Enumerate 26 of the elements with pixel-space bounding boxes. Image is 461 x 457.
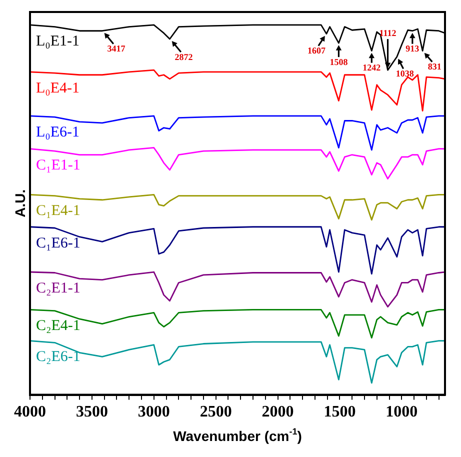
x-tick-label: 1500 [324,404,356,421]
legend-label: L₀E1-1 [36,33,80,50]
series-label: C₁E1-1 [36,157,80,174]
x-tick-label: 3000 [138,404,170,421]
x-tick-label: 2500 [200,404,232,421]
annotation: 1508 [330,56,348,67]
annotation: 1038 [396,68,414,79]
series-label: C₂E6-1 [36,349,80,366]
annotation: 1242 [362,62,382,73]
series-label: C₁E6-1 [36,235,80,252]
annotation: 2872 [174,52,194,62]
annotation: 831 [428,62,442,72]
series-label: C₂E1-1 [36,280,80,296]
annotation: 3417 [107,44,126,54]
series-label: C₂E4-1 [36,318,80,334]
annotation: 913 [406,44,420,54]
series-label: L₀E6-1 [36,124,80,140]
x-tick-label: 1000 [386,404,418,421]
annotation: 1112 [379,28,397,38]
series-label: C₁E4-1 [36,203,80,220]
annotation: 1607 [307,46,326,56]
series-label: L₀E4-1 [36,80,80,96]
x-tick-label: 3500 [76,404,108,421]
x-tick-label: 2000 [262,404,294,421]
x-tick-label: 4000 [14,404,46,421]
y-axis-title: A.U. [12,189,28,218]
